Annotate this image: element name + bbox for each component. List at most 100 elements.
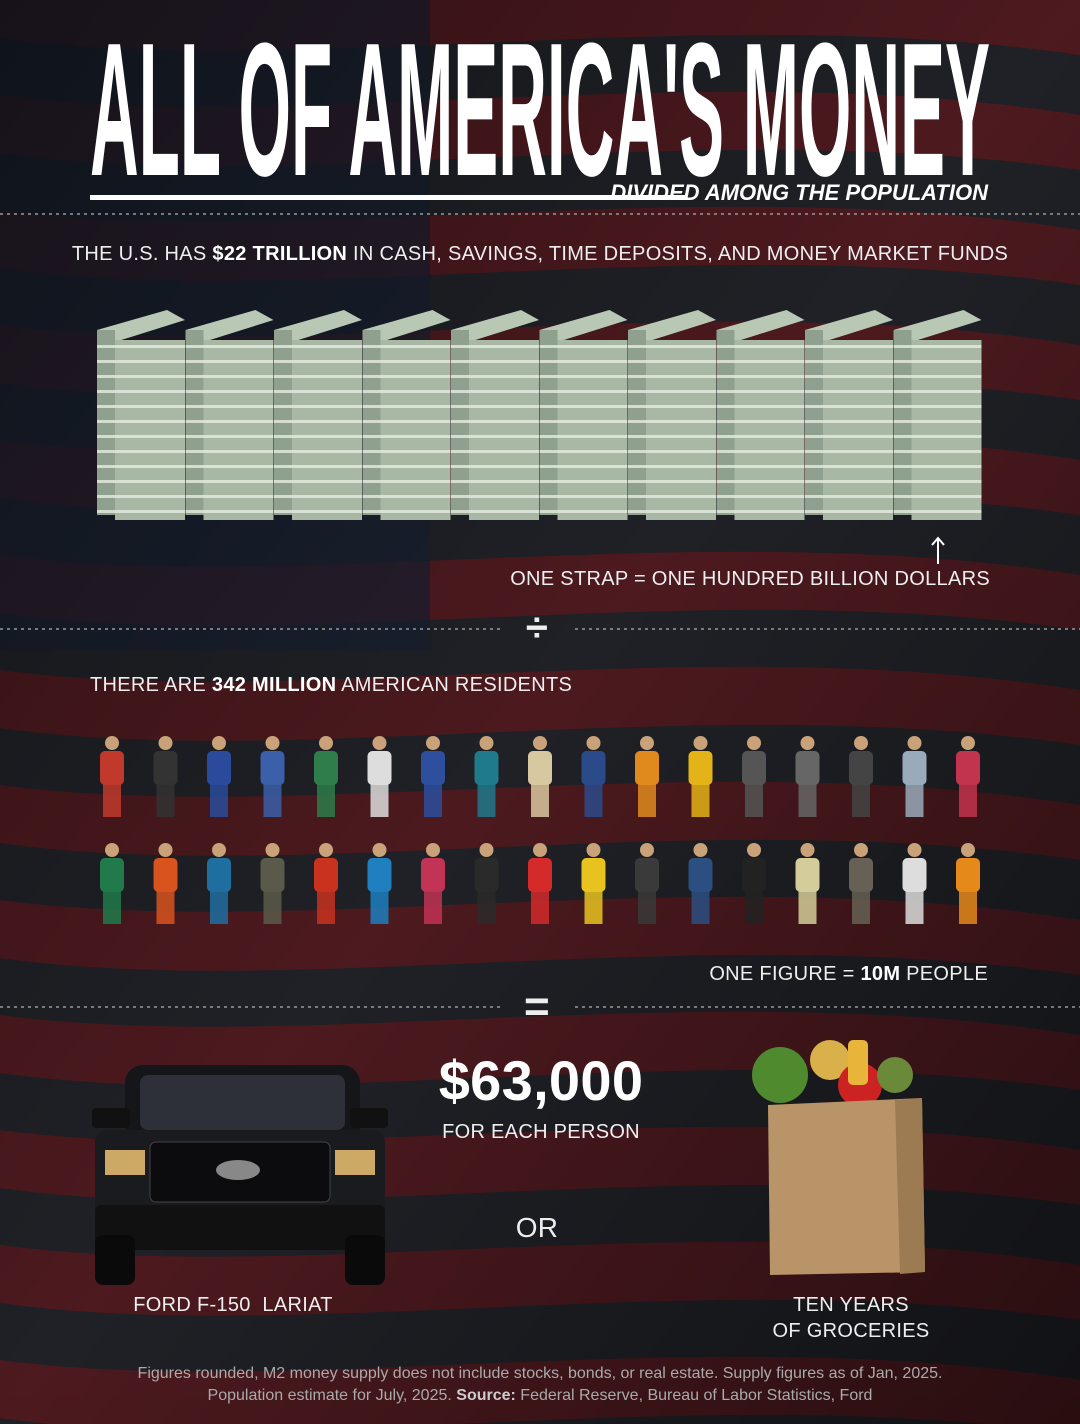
head [693,843,708,857]
strap [893,390,982,393]
head [105,843,119,857]
head [747,843,761,857]
strap [716,390,805,393]
strap [893,435,982,438]
head [961,736,975,750]
money-stack [274,310,362,520]
legs [852,783,870,817]
strap [274,360,362,363]
strap [362,450,451,453]
strap [274,495,362,498]
legs [531,890,549,924]
strap [893,345,982,348]
strap [97,360,185,363]
legs [638,890,656,924]
legs [691,783,710,817]
population-text: THERE ARE 342 MILLION AMERICAN RESIDENTS [90,674,572,697]
strap [274,345,362,348]
person-figure [314,843,338,924]
head [854,736,868,750]
person-figure [742,736,766,817]
head [105,736,119,750]
strap [716,450,805,453]
person-figure [795,843,820,924]
person-figure [367,736,392,817]
person-figure [207,736,231,817]
stack-front [115,340,185,520]
strap [362,345,451,348]
legs [370,783,389,817]
strap [362,465,451,468]
body [581,751,606,785]
person-figure [956,736,980,817]
person-figure [795,736,820,817]
stack-top [362,310,451,342]
stack-front [911,340,982,520]
stack-top [97,310,185,342]
amount-caption: FOR EACH PERSON [442,1121,640,1143]
strap [628,405,716,408]
groceries-label: TEN YEARS [793,1294,909,1316]
head [265,843,280,857]
body [581,858,606,892]
strap [97,495,185,498]
legs [691,890,710,924]
body [474,751,499,785]
strap [805,495,893,498]
head [212,843,226,857]
strap [539,390,628,393]
strap [97,375,185,378]
figure-note: ONE FIGURE = 10M PEOPLE [709,963,988,986]
strap [716,405,805,408]
strap [716,420,805,423]
strap [274,390,362,393]
person-figure [153,736,178,817]
strap [97,405,185,408]
body [956,751,980,785]
strap [805,465,893,468]
legs [103,890,121,924]
strap [274,420,362,423]
strap [274,450,362,453]
strap [628,420,716,423]
head [372,843,387,857]
strap [716,465,805,468]
legs [905,783,924,817]
highlight: 10M [860,963,901,985]
legs [638,783,656,817]
body [902,858,927,892]
head [961,843,975,857]
body [795,751,820,785]
person-figure [956,843,980,924]
strap [362,420,451,423]
strap [451,375,539,378]
legs [852,890,870,924]
strap [185,360,274,363]
strap [628,495,716,498]
strap [451,510,539,513]
strap [628,480,716,483]
divide-sign: ÷ [525,606,549,650]
strap [362,495,451,498]
body [207,751,231,785]
legs [263,890,282,924]
strap [185,450,274,453]
strap [716,495,805,498]
person-figure [314,736,338,817]
strap [451,405,539,408]
legs [798,890,817,924]
body [367,751,392,785]
strap [716,345,805,348]
strap [893,375,982,378]
strap [628,465,716,468]
head [265,736,280,750]
money-stack [451,310,539,520]
legs [584,890,603,924]
person-figure [902,843,927,924]
text: AMERICAN RESIDENTS [336,674,573,696]
strap [97,420,185,423]
strap [628,390,716,393]
strap [805,435,893,438]
stack-top [539,310,628,342]
